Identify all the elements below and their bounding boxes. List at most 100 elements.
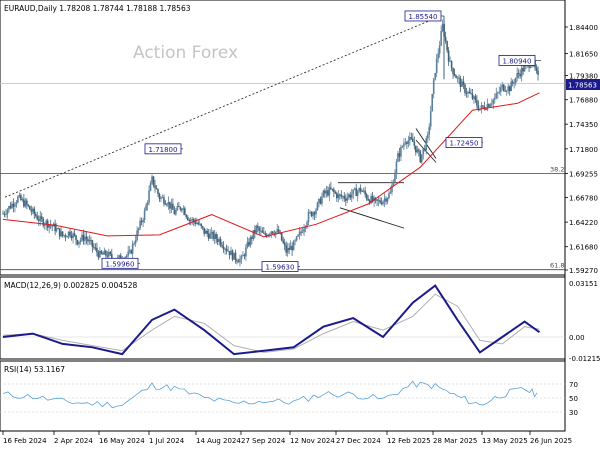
candle-body [456, 77, 459, 79]
price-tick-label: 1.59270 [569, 267, 598, 275]
candle-body [246, 242, 249, 248]
candle-body [100, 250, 103, 254]
rsi-tick-label: 30 [569, 409, 578, 417]
candle-body [252, 230, 255, 240]
candle-body [303, 228, 305, 233]
candle-body [257, 225, 259, 228]
candle-body [517, 72, 520, 74]
price-annotation-label: 1.72450 [450, 140, 479, 148]
rsi-tick-label: 70 [569, 381, 578, 389]
candle-body [437, 53, 439, 59]
candle-body [137, 228, 140, 231]
candle-body [391, 184, 393, 193]
price-annotation-label: 1.71800 [149, 146, 178, 154]
candle-body [367, 198, 369, 201]
candle-body [81, 234, 83, 240]
fib-38-2-label: 38.2 [550, 165, 564, 173]
date-tick-label: 27 Dec 2024 [336, 437, 381, 445]
candle-body [486, 104, 489, 110]
price-annotation-box [144, 143, 182, 155]
candle-body [119, 255, 122, 261]
candle-body [251, 237, 253, 240]
candle-body [42, 218, 45, 226]
candle-body [537, 70, 539, 75]
current-price-tag [566, 79, 600, 90]
candle-body [34, 214, 37, 217]
candle-body [315, 210, 317, 215]
candle-body [167, 201, 170, 205]
candle-body [173, 209, 176, 215]
candle-body [529, 66, 532, 68]
price-tick-label: 1.69255 [569, 170, 598, 178]
candle-body [131, 243, 134, 254]
candle-body [432, 79, 435, 94]
candle-body [85, 236, 88, 240]
candle-body [195, 222, 198, 224]
candle-body [370, 196, 372, 204]
candle-body [11, 203, 13, 209]
candle-body [6, 209, 9, 215]
candle-body [491, 103, 493, 105]
candle-body [36, 216, 39, 220]
candle-body [394, 173, 396, 183]
candle-body [482, 105, 484, 107]
candle-body [82, 234, 85, 241]
candle-body [334, 192, 337, 194]
candle-body [3, 213, 6, 215]
candle-body [316, 202, 319, 211]
candle-body [45, 220, 48, 225]
candle-body [412, 138, 414, 142]
macd-series: 0.03151 0.00 -0.012158 [0, 280, 600, 363]
candle-body [197, 222, 200, 225]
date-tick-label: 12 Nov 2024 [290, 437, 335, 445]
candle-body [157, 189, 159, 195]
price-annotation-box [101, 257, 139, 269]
candle-body [513, 83, 515, 84]
candle-body [78, 241, 80, 245]
trend-line [4, 15, 442, 198]
candle-body [17, 196, 19, 203]
candle-body [130, 250, 132, 254]
macd-tick-label: 0.00 [569, 334, 585, 342]
candle-body [400, 146, 402, 157]
current-price-label: 1.78563 [568, 82, 597, 90]
candle-body [336, 193, 338, 199]
candle-body [298, 231, 301, 235]
candle-body [9, 206, 12, 209]
price-tick-label: 1.84400 [569, 24, 598, 32]
candle-body [309, 211, 311, 213]
date-tick-label: 26 Jun 2025 [530, 437, 572, 445]
candle-body [221, 245, 223, 247]
candle-body [151, 176, 153, 184]
candle-body [66, 236, 68, 238]
candle-body [263, 232, 265, 234]
candle-body [444, 36, 447, 42]
candle-body [520, 68, 523, 77]
candle-body [416, 149, 419, 153]
candle-body [395, 161, 398, 174]
candle-body [215, 233, 217, 239]
candle-body [176, 206, 179, 211]
candle-body [69, 231, 71, 236]
candle-body [476, 99, 478, 106]
candle-body [39, 216, 42, 221]
candle-body [324, 190, 326, 194]
candle-body [522, 68, 524, 72]
candle-body [356, 191, 359, 196]
candle-body [228, 251, 231, 256]
candle-body [306, 222, 308, 227]
candle-body [261, 230, 264, 233]
candle-body [239, 258, 241, 263]
candle-body [502, 84, 505, 91]
date-axis-ticks: 16 Feb 2024 2 Apr 2024 16 May 2024 1 Jul 20… [2, 431, 572, 445]
price-tick-label: 1.71800 [569, 146, 598, 154]
candle-body [386, 198, 389, 202]
candle-body [271, 231, 274, 234]
candle-body [207, 233, 210, 239]
candle-body [270, 231, 273, 235]
candle-body [346, 197, 349, 201]
candle-body [333, 189, 335, 193]
candle-body [142, 219, 144, 223]
candle-body [99, 250, 101, 258]
candle-body [201, 226, 204, 228]
